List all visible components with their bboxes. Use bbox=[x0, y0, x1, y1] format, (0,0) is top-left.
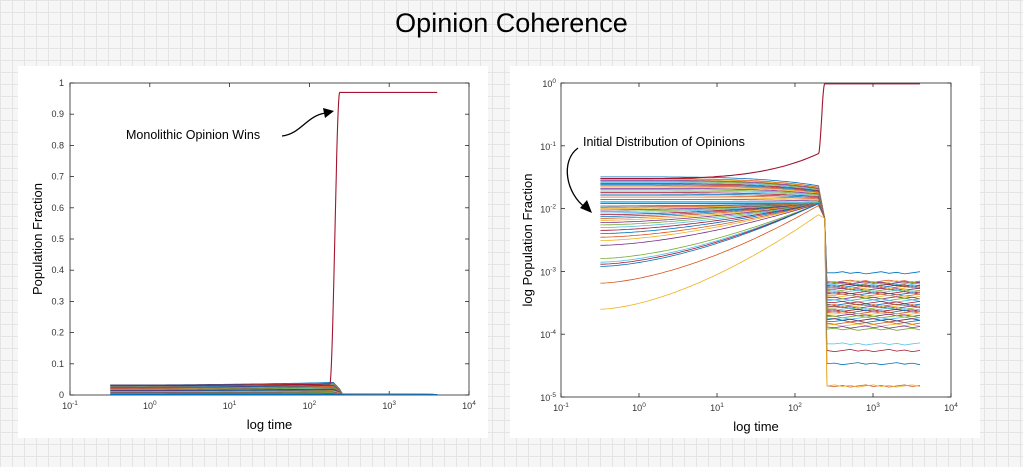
y-tick-label: 100 bbox=[542, 78, 556, 89]
winner-series-line bbox=[600, 83, 920, 180]
annotation-text: Monolithic Opinion Wins bbox=[126, 128, 260, 142]
data-series-line bbox=[600, 199, 921, 300]
winner-series-line bbox=[110, 91, 438, 386]
data-series-line bbox=[600, 189, 921, 292]
data-series-line bbox=[600, 188, 921, 291]
annotation-arrow bbox=[566, 147, 587, 209]
x-tick-label: 103 bbox=[382, 400, 396, 411]
data-series-line bbox=[600, 184, 921, 288]
y-tick-label: 0.1 bbox=[51, 359, 64, 369]
annotation-arrowhead bbox=[580, 200, 592, 213]
data-series-line bbox=[600, 214, 921, 388]
data-series-line bbox=[600, 201, 921, 301]
data-series-line bbox=[600, 183, 921, 287]
x-axis-label: log time bbox=[733, 419, 779, 434]
data-series-line bbox=[600, 190, 921, 293]
y-tick-label: 0.3 bbox=[51, 296, 64, 306]
y-tick-label: 0 bbox=[59, 390, 64, 400]
x-tick-label: 102 bbox=[303, 400, 317, 411]
series-group bbox=[600, 83, 921, 388]
data-series-line bbox=[600, 203, 921, 329]
y-tick-label: 0.7 bbox=[51, 172, 64, 182]
data-series-line bbox=[600, 202, 921, 303]
data-series-line bbox=[600, 186, 921, 290]
data-series-line bbox=[600, 192, 921, 295]
data-series-line bbox=[110, 391, 438, 395]
data-series-line bbox=[110, 385, 438, 395]
y-tick-label: 0.8 bbox=[51, 140, 64, 150]
data-series-line bbox=[600, 197, 921, 298]
y-tick-label: 10-5 bbox=[540, 392, 556, 403]
data-series-line bbox=[600, 203, 921, 310]
annotation-text: Initial Distribution of Opinions bbox=[583, 135, 745, 149]
data-series-line bbox=[600, 185, 921, 289]
data-series-line bbox=[600, 203, 921, 327]
data-series-line bbox=[600, 193, 921, 296]
y-axis-label: log Population Fraction bbox=[520, 174, 535, 307]
data-series-line bbox=[600, 195, 921, 297]
axes-box bbox=[560, 82, 952, 398]
y-tick-label: 0.9 bbox=[51, 109, 64, 119]
left-chart-panel: 10-1 100 101 102 103 104 0 0.1 0.2 0.3 0.4 0.5 0.6 0.… bbox=[18, 66, 488, 438]
data-series-line bbox=[110, 387, 438, 395]
x-tick-label: 101 bbox=[223, 400, 237, 411]
y-tick-label: 10-3 bbox=[540, 266, 556, 277]
data-series-line bbox=[600, 204, 921, 388]
x-axis-label: log time bbox=[247, 417, 293, 432]
data-series-line bbox=[600, 203, 921, 366]
y-tick-label: 0.5 bbox=[51, 234, 64, 244]
x-tick-label: 101 bbox=[710, 402, 724, 413]
log-population-fraction-chart: 10-1 100 101 102 103 104 10-5 10-4 10-3 10-2 10-1 1… bbox=[520, 78, 958, 434]
y-tick-label: 0.2 bbox=[51, 328, 64, 338]
data-series-line bbox=[600, 181, 921, 286]
y-tick-label: 1 bbox=[59, 78, 64, 88]
right-chart-panel: 10-1 100 101 102 103 104 10-5 10-4 10-3 10-2 10-1 1… bbox=[510, 66, 980, 438]
y-tick-label: 10-2 bbox=[540, 204, 556, 215]
population-fraction-chart: 10-1 100 101 102 103 104 0 0.1 0.2 0.3 0.4 0.5 0.6 0.… bbox=[30, 78, 476, 432]
data-series-line bbox=[600, 180, 921, 285]
x-tick-label: 104 bbox=[944, 402, 958, 413]
y-tick-label: 0.6 bbox=[51, 203, 64, 213]
data-series-line bbox=[110, 388, 438, 395]
data-series-line bbox=[110, 393, 438, 396]
data-series-line bbox=[600, 176, 921, 275]
x-tick-label: 100 bbox=[143, 400, 157, 411]
annotation-arrowhead bbox=[323, 108, 334, 118]
data-series-line bbox=[600, 203, 921, 331]
y-tick-label: 10-4 bbox=[540, 329, 556, 340]
data-series-line bbox=[110, 390, 438, 395]
annotation-arrow bbox=[281, 112, 327, 137]
x-tick-label: 103 bbox=[866, 402, 880, 413]
x-tick-label: 104 bbox=[462, 400, 476, 411]
x-tick-label: 10-1 bbox=[62, 400, 78, 411]
data-series-line bbox=[600, 182, 921, 287]
x-tick-label: 10-1 bbox=[553, 402, 569, 413]
data-series-line bbox=[110, 385, 438, 395]
data-series-line bbox=[600, 179, 921, 284]
x-tick-label: 102 bbox=[788, 402, 802, 413]
y-tick-label: 0.4 bbox=[51, 265, 64, 275]
series-group bbox=[110, 91, 438, 396]
page-title: Opinion Coherence bbox=[395, 8, 628, 38]
data-series-line bbox=[110, 389, 438, 395]
y-axis-label: Population Fraction bbox=[30, 183, 45, 295]
x-tick-label: 100 bbox=[632, 402, 646, 413]
y-tick-label: 10-1 bbox=[540, 141, 556, 152]
data-series-line bbox=[110, 392, 438, 395]
